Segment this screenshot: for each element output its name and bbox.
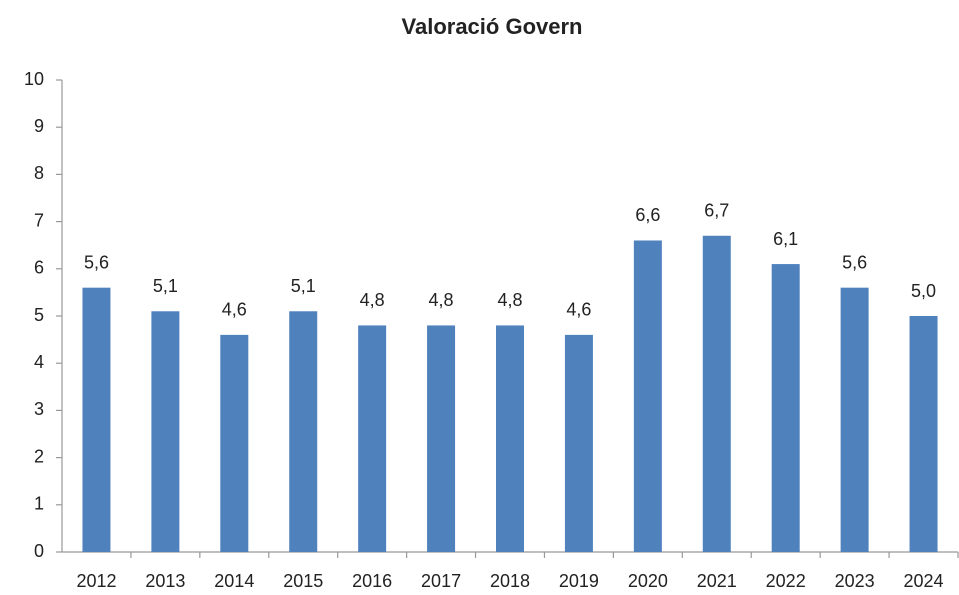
y-tick-label: 2 <box>34 446 44 466</box>
bar <box>564 334 593 552</box>
y-tick-label: 3 <box>34 399 44 419</box>
y-tick-label: 6 <box>34 258 44 278</box>
bar <box>702 235 731 552</box>
chart-title: Valoració Govern <box>402 14 583 39</box>
data-label: 5,6 <box>84 252 109 272</box>
y-tick-label: 0 <box>34 541 44 561</box>
data-label: 5,6 <box>842 252 867 272</box>
data-label: 5,1 <box>153 276 178 296</box>
data-label: 4,8 <box>429 290 454 310</box>
x-tick-label: 2014 <box>214 571 254 591</box>
data-label: 5,1 <box>291 276 316 296</box>
data-label: 6,6 <box>635 205 660 225</box>
y-tick-label: 10 <box>24 69 44 89</box>
data-label: 6,1 <box>773 229 798 249</box>
bar <box>771 264 800 552</box>
bar <box>289 311 318 552</box>
bar <box>220 334 249 552</box>
bar <box>82 287 111 552</box>
data-label: 6,7 <box>704 201 729 221</box>
x-tick-label: 2023 <box>835 571 875 591</box>
x-tick-label: 2018 <box>490 571 530 591</box>
data-label: 4,6 <box>222 300 247 320</box>
x-tick-label: 2022 <box>766 571 806 591</box>
bar <box>840 287 869 552</box>
bar <box>633 240 662 553</box>
y-tick-label: 4 <box>34 352 44 372</box>
y-tick-label: 9 <box>34 116 44 136</box>
y-tick-label: 8 <box>34 163 44 183</box>
data-label: 4,8 <box>360 290 385 310</box>
x-tick-label: 2017 <box>421 571 461 591</box>
x-tick-label: 2021 <box>697 571 737 591</box>
data-label: 4,8 <box>497 290 522 310</box>
x-tick-label: 2019 <box>559 571 599 591</box>
bar <box>151 311 180 552</box>
data-label: 5,0 <box>911 281 936 301</box>
x-tick-label: 2016 <box>352 571 392 591</box>
bar <box>909 316 938 552</box>
x-tick-label: 2024 <box>904 571 944 591</box>
x-tick-label: 2015 <box>283 571 323 591</box>
bar <box>358 325 387 552</box>
data-label: 4,6 <box>566 300 591 320</box>
bar <box>496 325 524 552</box>
y-tick-label: 7 <box>34 210 44 230</box>
bar <box>427 325 456 552</box>
x-tick-label: 2012 <box>76 571 116 591</box>
y-tick-label: 1 <box>34 494 44 514</box>
y-tick-label: 5 <box>34 305 44 325</box>
x-tick-label: 2013 <box>145 571 185 591</box>
x-tick-label: 2020 <box>628 571 668 591</box>
